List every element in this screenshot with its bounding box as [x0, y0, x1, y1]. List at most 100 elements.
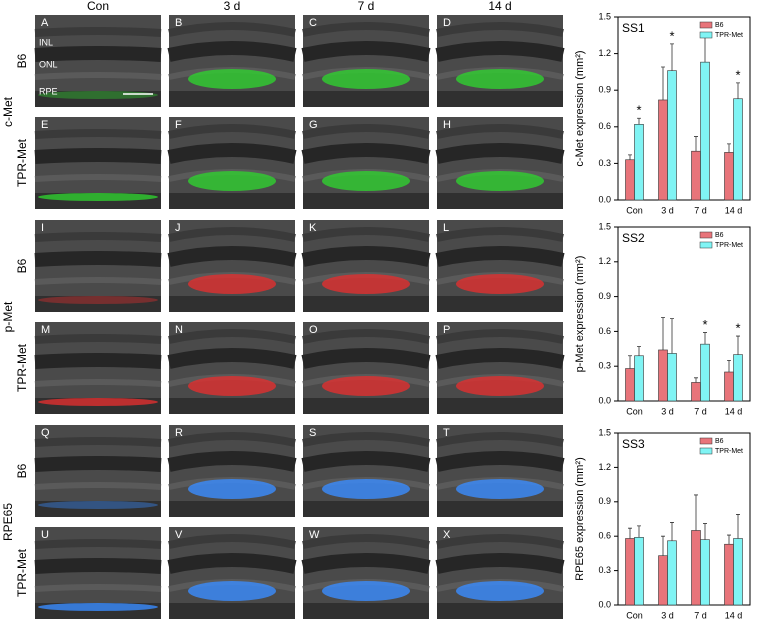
retina-layer [301, 553, 431, 574]
plot-frame [617, 226, 751, 402]
choroid [169, 501, 295, 517]
panel-letter: B [175, 17, 182, 29]
error-bar [694, 494, 698, 531]
choroid [35, 501, 161, 517]
choroid [437, 603, 563, 619]
y-tick-label: 1.2 [598, 462, 611, 472]
y-tick-label: 0.0 [598, 194, 611, 204]
retina-layer [34, 437, 162, 447]
retina-layer [168, 432, 296, 447]
y-tick-label: 1.5 [598, 427, 611, 437]
retina-layer [34, 148, 162, 164]
choroid [303, 91, 429, 107]
bar [667, 70, 677, 201]
bar [700, 343, 710, 402]
stain-signal [188, 274, 276, 294]
micrograph [435, 117, 565, 209]
error-bar [694, 136, 698, 152]
retina-layer [436, 432, 564, 447]
x-tick-label: 14 d [725, 205, 743, 215]
panel-letter: L [443, 222, 449, 234]
choroid [35, 91, 161, 107]
row-label: TPR-Met [15, 548, 29, 597]
retina-layer [34, 456, 162, 472]
retina-layer [436, 534, 564, 549]
legend-label: TPR-Met [715, 242, 743, 249]
error-bar [661, 535, 665, 556]
retina-layer [436, 329, 564, 344]
error-bar [736, 335, 740, 355]
stain-signal [456, 376, 544, 396]
error-bar [661, 66, 665, 100]
error-bar [694, 377, 698, 383]
retina-layer [34, 558, 162, 574]
bar [625, 368, 635, 402]
retina-layer [34, 482, 162, 490]
chart-title: SS2 [622, 231, 645, 245]
layer-label: ONL [39, 59, 58, 69]
bar [634, 355, 644, 402]
y-tick-label: 0.3 [598, 361, 611, 371]
y-axis-label: p-Met expression (mm²) [574, 256, 586, 373]
choroid [303, 296, 429, 312]
stain-signal [322, 581, 410, 601]
panel-letter: I [41, 222, 44, 234]
stain-signal [188, 171, 276, 191]
stain-signal [38, 193, 158, 201]
choroid [437, 193, 563, 209]
bar [667, 353, 677, 402]
bar [724, 371, 734, 402]
panel-letter: O [309, 324, 318, 336]
error-bar [628, 154, 632, 160]
panel-letter: D [443, 17, 451, 29]
micrograph [167, 15, 297, 107]
error-bar [670, 318, 674, 354]
x-tick-label: 3 d [661, 610, 674, 620]
micrograph [167, 425, 297, 517]
error-bar [637, 525, 641, 538]
column-header: Con [87, 0, 109, 13]
retina-layer [34, 174, 162, 182]
micrograph [301, 117, 431, 209]
stain-signal [456, 274, 544, 294]
retina-layer [34, 353, 162, 369]
legend-label: B6 [715, 232, 724, 239]
stain-signal [322, 376, 410, 396]
bar [691, 150, 701, 201]
choroid [437, 91, 563, 107]
x-tick-label: 14 d [725, 406, 743, 416]
plot-frame [617, 16, 751, 201]
row-label: B6 [15, 463, 29, 478]
retina-layer [302, 227, 430, 242]
stain-signal [188, 69, 276, 89]
choroid [437, 398, 563, 414]
retina-layer [34, 277, 162, 285]
choroid [303, 603, 429, 619]
legend-label: TPR-Met [715, 448, 743, 455]
retina-layer [168, 534, 296, 549]
x-tick-label: 14 d [725, 610, 743, 620]
retina-layer [167, 348, 297, 369]
bar [691, 530, 701, 606]
error-bar [727, 360, 731, 372]
panel-letter: W [309, 529, 320, 541]
legend-swatch [699, 447, 713, 455]
retina-layer [435, 348, 565, 369]
error-bar [736, 82, 740, 99]
panel-letter: P [443, 324, 450, 336]
stain-signal [188, 376, 276, 396]
significance-label: * [735, 67, 740, 82]
retina-layer [168, 227, 296, 242]
bar [634, 124, 644, 201]
micrograph [301, 220, 431, 312]
retina-layer [167, 143, 297, 164]
choroid [303, 501, 429, 517]
error-bar [703, 523, 707, 540]
error-bar [736, 514, 740, 539]
retina-layer [34, 232, 162, 242]
stain-signal [38, 501, 158, 509]
bar [733, 354, 743, 402]
stain-signal [38, 91, 158, 99]
choroid [169, 91, 295, 107]
retina-layer [301, 143, 431, 164]
